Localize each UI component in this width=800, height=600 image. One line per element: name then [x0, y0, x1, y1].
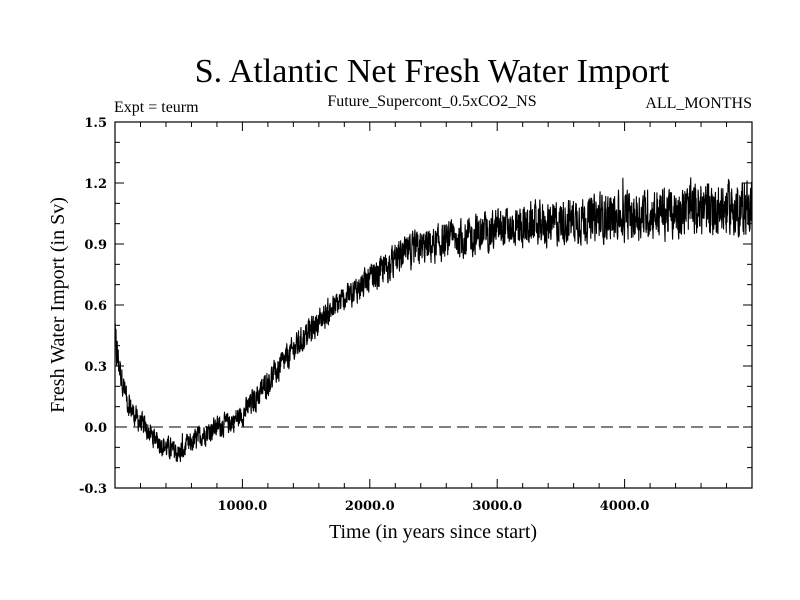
experiment-label: Expt = teurm	[114, 99, 199, 116]
y-tick-label: 0.0	[84, 421, 107, 436]
y-tick-label: 0.3	[84, 360, 107, 375]
y-axis-label: Fresh Water Import (in Sv)	[47, 197, 69, 413]
axis-ticks: 1000.0 2000.0 3000.0 4000.0 -0.3 0.0 0.3 0.6 0.9…	[79, 116, 752, 514]
x-tick-label: 1000.0	[218, 499, 268, 514]
y-tick-label: -0.3	[79, 482, 107, 497]
months-label: ALL_MONTHS	[645, 95, 752, 112]
y-tick-label: 1.2	[84, 177, 107, 192]
x-tick-label: 2000.0	[345, 499, 395, 514]
series-line	[114, 177, 753, 463]
y-tick-label: 0.9	[84, 238, 107, 253]
x-tick-label: 3000.0	[472, 499, 522, 514]
chart-title: S. Atlantic Net Fresh Water Import	[195, 53, 670, 90]
plot-area	[114, 177, 753, 463]
x-tick-label: 4000.0	[600, 499, 650, 514]
x-axis-label: Time (in years since start)	[329, 521, 537, 543]
y-tick-label: 1.5	[84, 116, 107, 131]
plot-frame	[114, 121, 753, 489]
experiment-name: Future_Supercont_0.5xCO2_NS	[327, 93, 536, 110]
y-tick-label: 0.6	[84, 299, 107, 314]
